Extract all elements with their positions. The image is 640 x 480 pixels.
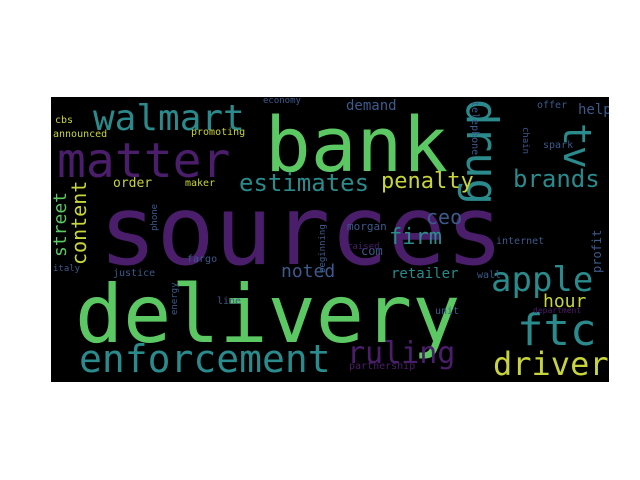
word-line: line: [217, 296, 242, 307]
word-maker: maker: [185, 178, 216, 189]
word-partnership: partnership: [349, 361, 416, 372]
word-help: help: [578, 102, 609, 118]
word-ftc: ftc: [517, 305, 597, 356]
word-noted: noted: [281, 261, 336, 282]
word-brands: brands: [513, 165, 600, 193]
word-telephone: telephone: [469, 101, 480, 156]
word-profit: profit: [590, 229, 604, 273]
word-spark: spark: [543, 140, 574, 151]
word-delivery: delivery: [75, 268, 461, 361]
word-beginning: beginning: [318, 224, 328, 273]
word-unit: unit: [435, 306, 460, 317]
word-internet: internet: [496, 236, 545, 247]
word-penalty: penalty: [381, 169, 474, 194]
word-energy: energy: [170, 282, 180, 315]
word-ruling: ruling: [347, 336, 456, 371]
word-phone: phone: [150, 203, 160, 231]
word-hour: hour: [543, 291, 587, 312]
word-offer: offer: [537, 100, 568, 111]
word-matter: matter: [57, 133, 231, 189]
word-firm: firm: [389, 225, 442, 250]
word-chain: chain: [520, 127, 530, 155]
word-promoting: promoting: [191, 127, 246, 138]
word-fargo: fargo: [187, 254, 218, 265]
word-announced: announced: [53, 129, 108, 140]
word-order: order: [113, 176, 153, 191]
word-bank: bank: [265, 100, 449, 189]
word-content: content: [67, 180, 91, 265]
word-cloud: sources bank delivery matter walmart enf…: [51, 97, 609, 382]
word-ceo: ceo: [426, 205, 463, 229]
word-apple: apple: [491, 260, 594, 300]
word-enforcement: enforcement: [79, 337, 331, 381]
word-retailer: retailer: [391, 266, 459, 282]
word-drivers: drivers: [493, 345, 609, 382]
word-italy: italy: [53, 264, 81, 274]
word-economy: economy: [263, 97, 301, 106]
word-raised: raised: [347, 242, 380, 252]
word-wall: wall: [477, 270, 502, 281]
word-walmart: walmart: [93, 98, 245, 139]
word-street: street: [51, 191, 71, 257]
word-justice: justice: [113, 268, 156, 279]
word-demand: demand: [346, 98, 397, 114]
word-estimates: estimates: [239, 169, 370, 197]
word-cbs: cbs: [55, 115, 74, 126]
word-sources: sources: [99, 175, 504, 287]
word-department: department: [533, 306, 582, 315]
word-com: com: [361, 244, 383, 258]
word-morgan: morgan: [347, 220, 387, 233]
